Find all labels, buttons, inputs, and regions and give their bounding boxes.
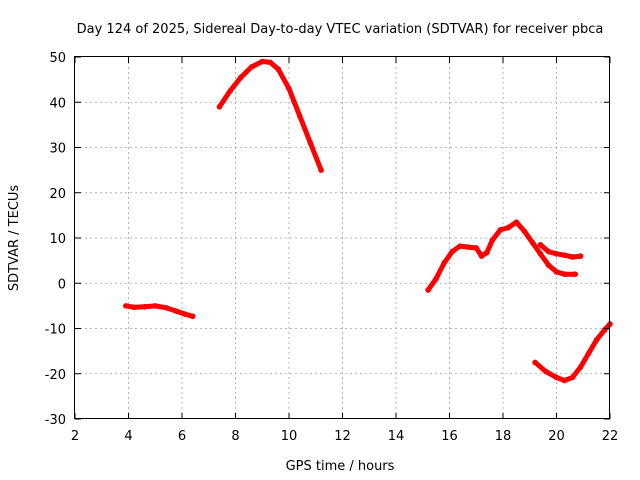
y-tick-label: 10	[49, 232, 66, 247]
data-point	[131, 304, 137, 311]
data-point	[473, 245, 480, 251]
x-tick-label: 22	[602, 429, 619, 444]
data-point	[545, 262, 552, 268]
data-point	[227, 88, 233, 94]
data-point	[572, 271, 579, 278]
y-tick-label: -20	[45, 368, 66, 383]
series-line-arc-2	[217, 59, 324, 173]
data-point	[497, 227, 504, 233]
data-point	[505, 224, 512, 231]
data-point	[484, 249, 490, 256]
x-tick-label: 10	[281, 429, 298, 444]
data-point	[577, 253, 584, 259]
y-tick-label: 40	[49, 96, 66, 111]
data-point	[561, 271, 568, 278]
data-point	[529, 239, 536, 246]
data-point	[543, 368, 549, 375]
y-tick-label: 0	[58, 277, 66, 292]
data-point	[537, 241, 544, 248]
y-tick-label: -30	[45, 413, 66, 428]
data-point	[569, 254, 576, 260]
data-point	[561, 377, 568, 384]
data-point	[513, 219, 520, 225]
x-tick-label: 20	[548, 429, 565, 444]
grid	[75, 57, 610, 419]
data-point	[553, 374, 560, 381]
data-point	[259, 58, 266, 65]
data-point	[123, 303, 129, 309]
x-tick-label: 18	[495, 429, 512, 444]
series-layer	[123, 58, 613, 384]
data-point	[152, 303, 159, 309]
data-point	[286, 85, 292, 92]
data-point	[521, 228, 528, 235]
x-tick-label: 12	[334, 429, 351, 444]
data-point	[449, 248, 455, 255]
data-point	[248, 64, 255, 70]
x-tick-label: 16	[441, 429, 458, 444]
data-point	[465, 244, 472, 250]
data-point	[238, 74, 244, 81]
y-tick-label: 50	[49, 51, 66, 66]
y-tick-label: -10	[45, 323, 66, 338]
data-point	[577, 364, 584, 370]
data-point	[561, 252, 568, 258]
data-point	[267, 59, 274, 66]
x-tick-label: 8	[231, 429, 239, 444]
x-tick-label: 4	[124, 429, 132, 444]
y-tick-label: 20	[49, 187, 66, 202]
data-point	[601, 327, 608, 333]
data-point	[163, 304, 169, 311]
data-point	[307, 140, 314, 146]
data-point	[532, 359, 538, 366]
data-point	[296, 113, 303, 119]
series-line-arc-3	[425, 219, 578, 293]
data-point	[553, 269, 560, 275]
data-point	[141, 303, 148, 310]
x-axis-label: GPS time / hours	[286, 459, 395, 474]
series-line-arc-5	[532, 321, 613, 383]
data-point	[489, 237, 496, 244]
ticks: 2 4 6 8 10 12 14 16 18 20 22 -30 -20 -10 0 10 20 30 40 50	[45, 51, 619, 444]
data-point	[275, 66, 282, 73]
y-tick-label: 30	[49, 142, 66, 157]
data-point	[537, 251, 544, 257]
data-point	[569, 374, 576, 381]
x-tick-label: 14	[388, 429, 405, 444]
x-tick-label: 2	[71, 429, 79, 444]
data-point	[478, 253, 485, 259]
data-point	[457, 243, 464, 249]
data-point	[425, 287, 431, 293]
data-point	[216, 103, 223, 110]
data-point	[181, 311, 188, 317]
data-point	[189, 313, 196, 320]
data-point	[553, 251, 560, 257]
data-point	[593, 337, 600, 343]
data-point	[441, 260, 447, 266]
data-point	[545, 248, 552, 255]
data-point	[433, 275, 439, 282]
data-point	[318, 167, 324, 173]
data-point	[585, 350, 592, 357]
y-axis-label: SDTVAR / TECUs	[7, 185, 22, 292]
data-point	[173, 308, 180, 315]
chart-title: Day 124 of 2025, Sidereal Day-to-day VTE…	[77, 22, 604, 37]
x-tick-label: 6	[178, 429, 186, 444]
